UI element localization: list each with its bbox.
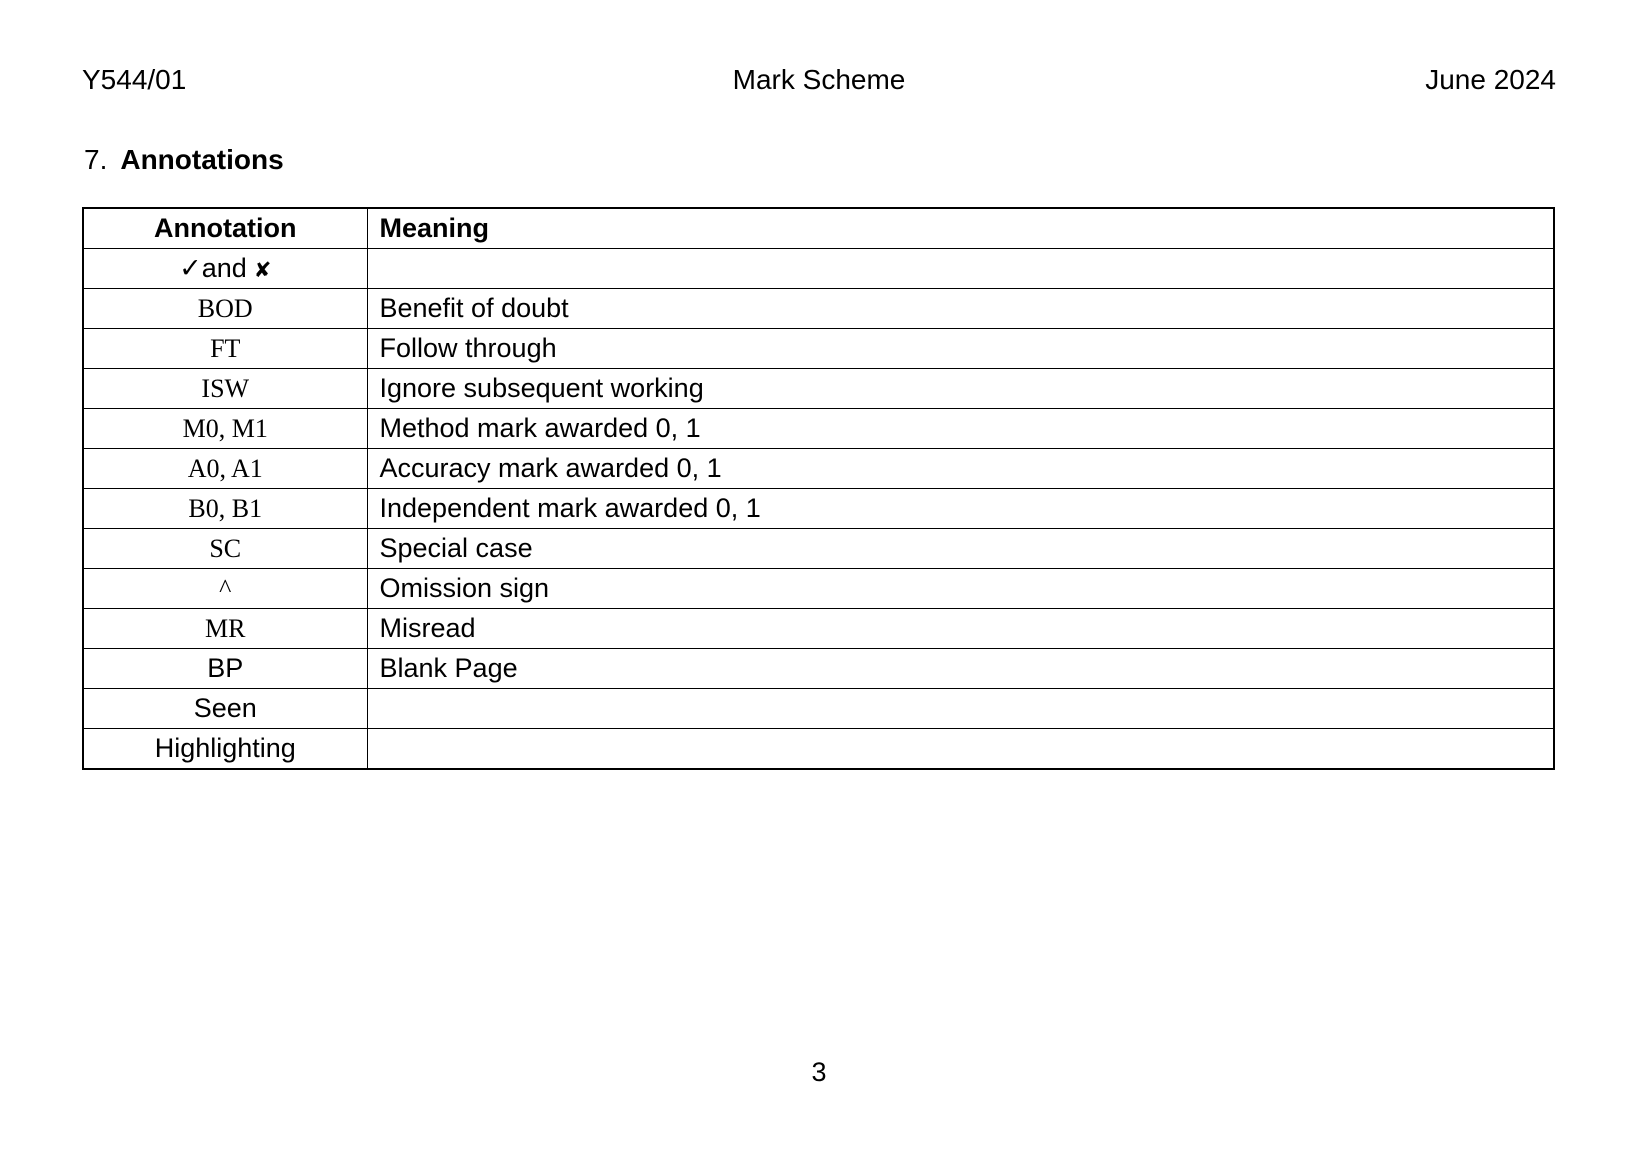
meaning-cell: Follow through [366, 328, 1555, 369]
checkmark-icon: ✓ [179, 253, 202, 284]
annotation-cell: Seen [82, 688, 368, 729]
section-number: 7. [84, 144, 108, 175]
meaning-cell [366, 688, 1555, 729]
table-row: SC Special case [82, 528, 1555, 569]
header-date: June 2024 [1425, 64, 1556, 95]
table-row: BP Blank Page [82, 648, 1555, 689]
meaning-cell [366, 728, 1555, 770]
table-row: FT Follow through [82, 328, 1555, 369]
meaning-cell: Accuracy mark awarded 0, 1 [366, 448, 1555, 489]
annotation-cell: BP [82, 648, 368, 689]
column-header-annotation: Annotation [82, 207, 368, 249]
annotation-cell: M0, M1 [82, 408, 368, 449]
section-title: Annotations [120, 144, 284, 175]
section-heading: 7. Annotations [84, 144, 284, 176]
annotation-cell: SC [82, 528, 368, 569]
table-row: Seen [82, 688, 1555, 729]
document-header: Y544/01 Mark Scheme June 2024 [82, 64, 1556, 96]
header-title: Mark Scheme [732, 64, 906, 95]
header-paper-code: Y544/01 [82, 64, 187, 95]
table-row: MR Misread [82, 608, 1555, 649]
table-row: Highlighting [82, 728, 1555, 770]
table-row: BOD Benefit of doubt [82, 288, 1555, 329]
meaning-cell: Misread [366, 608, 1555, 649]
meaning-cell: Independent mark awarded 0, 1 [366, 488, 1555, 529]
meaning-cell: Benefit of doubt [366, 288, 1555, 329]
document-footer: 3 [0, 1057, 1638, 1087]
page-number: 3 [811, 1057, 827, 1087]
table-row: B0, B1 Independent mark awarded 0, 1 [82, 488, 1555, 529]
table-header-row: Annotation Meaning [82, 207, 1555, 249]
annotation-cell: BOD [82, 288, 368, 329]
annotation-text: and [201, 253, 247, 283]
annotation-cell: Highlighting [82, 728, 368, 770]
annotation-cell: FT [82, 328, 368, 369]
table-row: ✓and ✘ [82, 248, 1555, 289]
meaning-cell: Omission sign [366, 568, 1555, 609]
meaning-cell: Method mark awarded 0, 1 [366, 408, 1555, 449]
table-row: A0, A1 Accuracy mark awarded 0, 1 [82, 448, 1555, 489]
annotation-cell: B0, B1 [82, 488, 368, 529]
table-row: ^ Omission sign [82, 568, 1555, 609]
column-header-meaning: Meaning [366, 207, 1555, 249]
annotation-cell: ^ [82, 568, 368, 609]
meaning-cell [366, 248, 1555, 289]
cross-icon: ✘ [253, 257, 272, 282]
meaning-cell: Special case [366, 528, 1555, 569]
annotation-cell: ✓and ✘ [82, 248, 368, 289]
annotations-table-body: ✓and ✘ BOD Benefit of doubt FT Follow through… [82, 248, 1555, 770]
meaning-cell: Ignore subsequent working [366, 368, 1555, 409]
annotation-cell: ISW [82, 368, 368, 409]
annotation-cell: MR [82, 608, 368, 649]
meaning-cell: Blank Page [366, 648, 1555, 689]
annotations-table: Annotation Meaning ✓and ✘ BOD Benefit of do… [82, 207, 1555, 770]
table-row: ISW Ignore subsequent working [82, 368, 1555, 409]
table-row: M0, M1 Method mark awarded 0, 1 [82, 408, 1555, 449]
annotation-cell: A0, A1 [82, 448, 368, 489]
